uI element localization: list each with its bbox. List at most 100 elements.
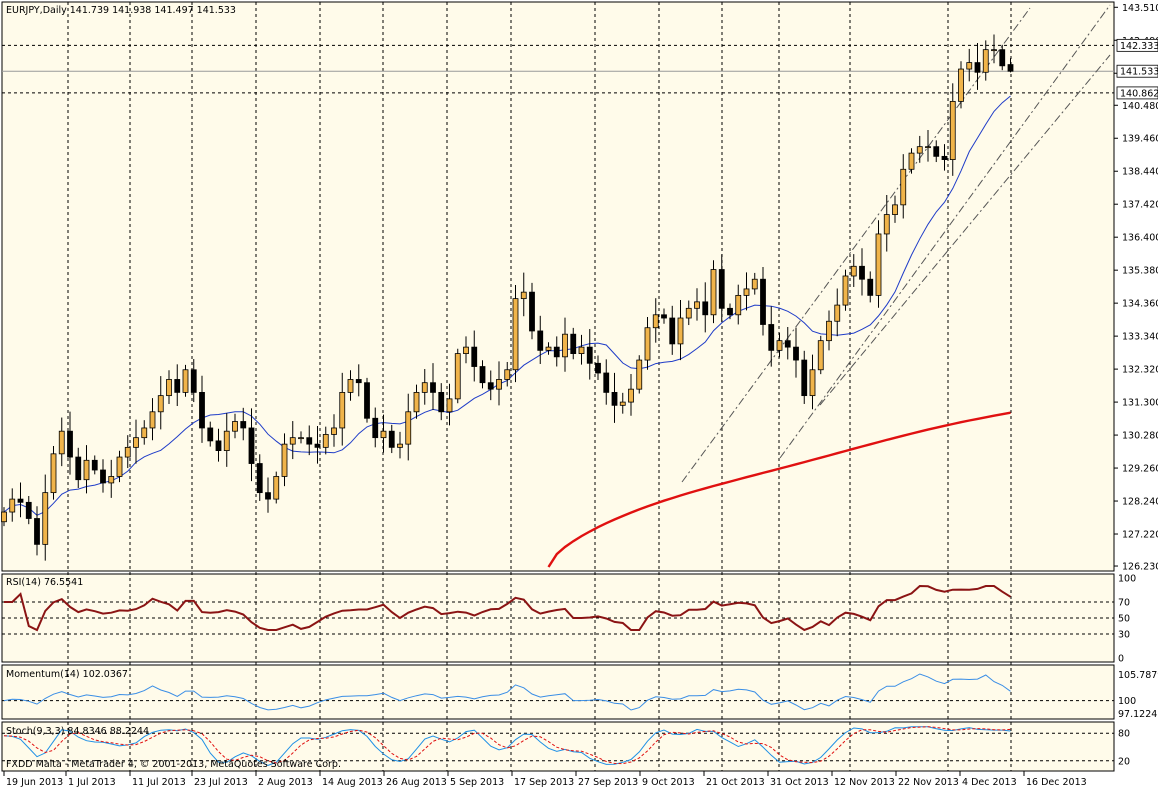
candle: [347, 370, 354, 401]
candle-body: [867, 278, 874, 296]
rsi-axis-label: 100: [1118, 574, 1136, 585]
candle: [586, 329, 593, 380]
candle: [471, 330, 478, 382]
candle-body: [322, 434, 329, 448]
candle-body: [190, 369, 197, 393]
candle: [966, 48, 973, 82]
candle: [67, 411, 73, 475]
date-label: 1 Jul 2013: [68, 777, 116, 788]
candle-body: [611, 391, 618, 406]
candle: [380, 414, 387, 453]
candle: [661, 308, 667, 324]
candle: [1, 507, 7, 527]
candle-body: [174, 379, 181, 393]
candle-body: [314, 443, 321, 448]
candle-body: [405, 411, 412, 445]
candle: [487, 370, 494, 401]
candle-body: [157, 395, 164, 413]
candle-body: [42, 492, 49, 545]
candle: [859, 248, 865, 296]
candle: [842, 269, 849, 311]
candle: [25, 496, 32, 525]
candle-body: [949, 100, 956, 160]
candle: [578, 334, 585, 365]
candle: [454, 348, 461, 404]
candle: [34, 506, 40, 556]
candle-body: [265, 492, 271, 500]
candle: [141, 420, 148, 445]
axis-labels: 143.510142.490141.470140.480139.460138.4…: [3, 3, 1158, 788]
candle: [42, 474, 49, 561]
candle-body: [372, 417, 379, 439]
candle: [438, 383, 445, 421]
candle-body: [570, 333, 577, 354]
price-tick-label: 136.400: [1122, 233, 1158, 244]
date-label: 23 Jul 2013: [194, 777, 248, 788]
candle: [570, 327, 577, 360]
candle: [817, 335, 824, 375]
price-tick-label: 126.230: [1122, 562, 1158, 573]
momentum-info-label: Momentum(14) 102.0367: [6, 669, 128, 680]
candle: [207, 421, 214, 447]
candle: [17, 482, 24, 518]
candle-body: [58, 430, 65, 455]
candle-body: [966, 62, 973, 70]
candle: [718, 254, 725, 322]
candle: [768, 306, 775, 367]
candle-body: [999, 49, 1006, 67]
candle-body: [619, 401, 626, 406]
price-tick-label: 137.420: [1122, 200, 1158, 211]
candle-body: [331, 427, 337, 435]
date-label: 4 Dec 2013: [962, 777, 1017, 788]
candle-body: [537, 330, 544, 351]
candle: [793, 327, 799, 378]
stoch-axis-label: 20: [1118, 756, 1130, 767]
candle: [355, 364, 362, 397]
candle-body: [430, 382, 436, 393]
price-tag-box: [1116, 38, 1158, 52]
candle: [628, 374, 634, 416]
candle-body: [281, 443, 288, 477]
date-label: 9 Oct 2013: [642, 777, 695, 788]
candle: [933, 140, 940, 163]
candle: [982, 40, 989, 81]
stoch-info-label: Stoch(9,3,3) 84.8346 88.2244: [6, 726, 149, 737]
candle: [867, 271, 874, 303]
candle: [124, 435, 131, 469]
candle-body: [1007, 64, 1014, 72]
main-panel: [1, 1, 1115, 572]
candle-body: [75, 456, 82, 481]
candle-body: [834, 304, 841, 322]
rsi-axis-label: 50: [1118, 614, 1130, 625]
candle: [149, 398, 156, 441]
candle-body: [413, 391, 420, 413]
candle-body: [900, 168, 907, 206]
date-label: 27 Sep 2013: [578, 777, 638, 788]
sma-slow-line: [547, 411, 1011, 568]
candle-body: [529, 291, 535, 332]
candle: [883, 195, 890, 252]
candle-body: [496, 379, 502, 390]
candle: [636, 355, 643, 394]
candle-body: [982, 49, 989, 73]
candle-body: [471, 346, 478, 367]
candle-body: [776, 340, 783, 351]
price-tick-label: 138.440: [1122, 167, 1158, 178]
candle: [289, 421, 296, 460]
candle-body: [636, 359, 643, 390]
candle-body: [784, 340, 791, 348]
candle: [240, 407, 247, 441]
candle-body: [883, 214, 890, 235]
candle: [215, 428, 222, 462]
price-tick-label: 129.260: [1122, 464, 1158, 475]
candle: [1007, 58, 1014, 73]
candle: [958, 61, 964, 109]
candle: [265, 477, 271, 513]
candle: [306, 425, 313, 456]
candle: [58, 417, 65, 467]
candle: [900, 154, 907, 219]
candle: [562, 317, 568, 372]
candle: [100, 459, 106, 493]
candle-body: [504, 369, 511, 380]
candle-body: [727, 307, 733, 316]
